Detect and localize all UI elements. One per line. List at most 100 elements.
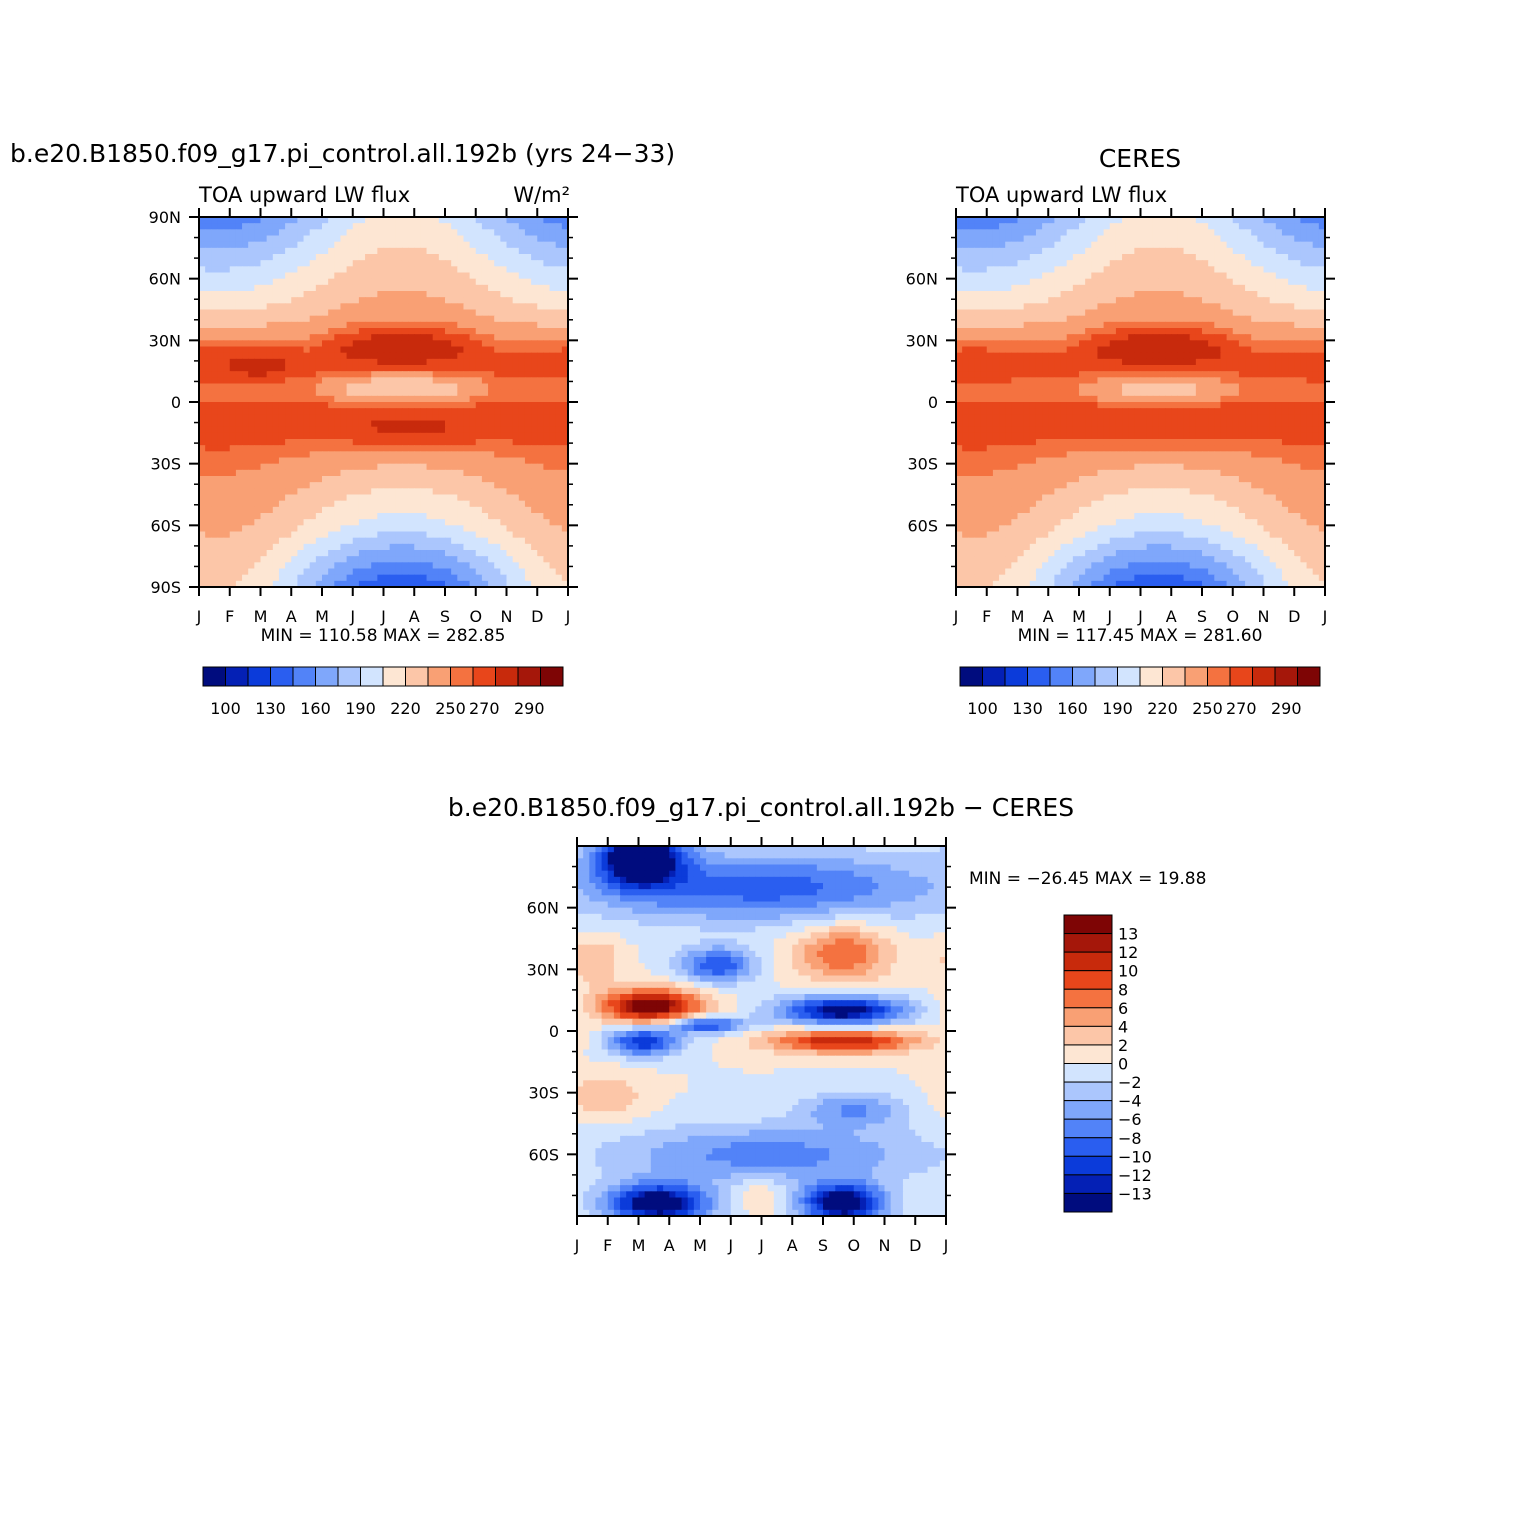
- contour-cell: [1238, 321, 1246, 329]
- contour-cell: [506, 543, 514, 551]
- contour-cell: [401, 574, 409, 582]
- contour-cell: [291, 383, 298, 391]
- contour-cell: [537, 525, 544, 533]
- contour-cell: [1226, 235, 1234, 243]
- contour-cell: [229, 439, 237, 446]
- contour-cell: [322, 254, 329, 261]
- contour-cell: [334, 476, 342, 483]
- contour-cell: [401, 531, 409, 539]
- contour-cell: [223, 278, 231, 286]
- contour-cell: [1269, 272, 1277, 280]
- contour-cell: [1146, 217, 1154, 224]
- contour-cell: [561, 402, 568, 409]
- contour-cell: [1171, 223, 1178, 230]
- contour-cell: [1251, 297, 1258, 304]
- contour-cell: [999, 217, 1006, 224]
- contour-cell: [420, 352, 428, 360]
- contour-cell: [463, 346, 471, 354]
- contour-cell: [420, 531, 428, 539]
- contour-cell: [346, 241, 354, 249]
- contour-cell: [561, 420, 568, 428]
- contour-cell: [389, 395, 397, 403]
- contour-cell: [488, 217, 495, 224]
- contour-cell: [408, 550, 415, 557]
- contour-cell: [217, 556, 225, 563]
- contour-cell: [1079, 340, 1086, 348]
- contour-cell: [1146, 328, 1154, 335]
- contour-cell: [1269, 291, 1277, 298]
- contour-cell: [1177, 278, 1185, 286]
- contour-cell: [518, 457, 526, 465]
- contour-cell: [291, 272, 298, 280]
- contour-cell: [980, 297, 988, 304]
- contour-cell: [266, 439, 274, 446]
- contour-cell: [352, 562, 360, 570]
- contour-cell: [1189, 315, 1197, 323]
- contour-cell: [1011, 254, 1019, 261]
- contour-cell: [205, 531, 212, 539]
- contour-cell: [229, 346, 237, 354]
- contour-cell: [1294, 309, 1301, 317]
- contour-cell: [549, 451, 557, 459]
- contour-cell: [328, 537, 335, 545]
- contour-cell: [297, 494, 305, 502]
- contour-cell: [426, 506, 434, 514]
- contour-cell: [524, 334, 532, 341]
- contour-cell: [235, 543, 243, 551]
- contour-cell: [962, 291, 969, 298]
- contour-cell: [488, 476, 495, 483]
- contour-cell: [414, 309, 421, 317]
- contour-cell: [365, 254, 372, 261]
- contour-cell: [1103, 334, 1111, 341]
- contour-cell: [205, 519, 212, 526]
- contour-cell: [285, 340, 292, 348]
- contour-cell: [968, 278, 976, 286]
- contour-cell: [1226, 315, 1234, 323]
- contour-cell: [401, 315, 409, 323]
- contour-cell: [1085, 297, 1092, 304]
- contour-cell: [414, 334, 421, 341]
- contour-cell: [217, 562, 225, 570]
- contour-cell: [457, 513, 465, 520]
- contour-cell: [223, 451, 231, 459]
- contour-cell: [469, 420, 477, 428]
- contour-cell: [254, 451, 262, 459]
- contour-cell: [426, 389, 434, 397]
- contour-cell: [217, 580, 225, 587]
- contour-cell: [229, 525, 237, 533]
- contour-cell: [1165, 321, 1172, 329]
- contour-cell: [488, 426, 495, 434]
- contour-cell: [1005, 328, 1012, 335]
- contour-cell: [1140, 321, 1148, 329]
- contour-cell: [1079, 247, 1086, 255]
- contour-cell: [1029, 241, 1037, 249]
- contour-cell: [285, 334, 292, 341]
- contour-cell: [475, 328, 483, 335]
- contour-cell: [358, 395, 366, 403]
- contour-cell: [211, 420, 219, 428]
- contour-cell: [561, 556, 568, 563]
- contour-cell: [438, 346, 446, 354]
- contour-cell: [1269, 334, 1277, 341]
- contour-cell: [285, 531, 292, 539]
- contour-cell: [426, 321, 434, 329]
- contour-cell: [211, 315, 219, 323]
- contour-cell: [1146, 321, 1154, 329]
- contour-cell: [322, 321, 329, 329]
- contour-cell: [549, 223, 557, 230]
- contour-cell: [303, 217, 311, 224]
- contour-cell: [543, 543, 551, 551]
- contour-cell: [1005, 223, 1012, 230]
- contour-cell: [1220, 223, 1228, 230]
- contour-cell: [968, 235, 976, 243]
- contour-cell: [1281, 303, 1289, 311]
- contour-cell: [266, 223, 274, 230]
- contour-cell: [303, 328, 311, 335]
- contour-cell: [272, 420, 280, 428]
- contour-cell: [1072, 217, 1080, 224]
- contour-cell: [432, 346, 440, 354]
- contour-cell: [432, 272, 440, 280]
- contour-cell: [303, 574, 311, 582]
- contour-cell: [488, 445, 495, 452]
- contour-cell: [260, 284, 268, 292]
